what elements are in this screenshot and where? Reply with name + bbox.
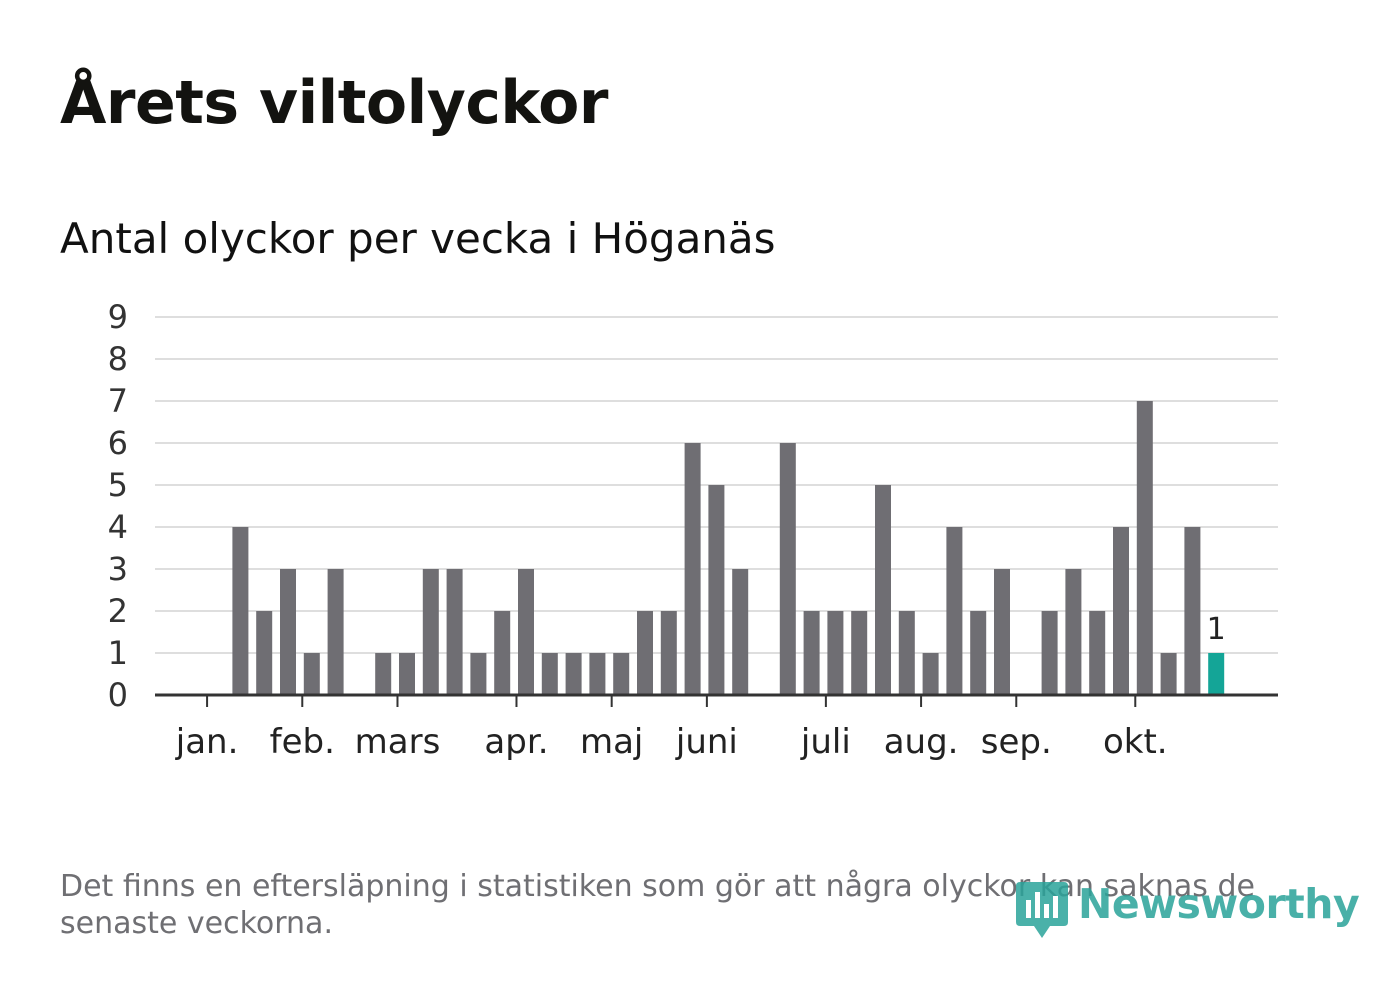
x-axis-ticks: jan. feb. mars apr. maj juni juli aug. sep. okt. [175, 695, 1168, 762]
bar-highlight [1208, 653, 1225, 695]
x-tick-label: sep. [981, 722, 1052, 762]
bars [232, 401, 1225, 695]
bar [684, 443, 701, 695]
x-tick-label: aug. [884, 722, 959, 762]
bar [422, 569, 439, 695]
bar [518, 569, 534, 695]
x-tick-label: apr. [484, 722, 548, 762]
bar [970, 611, 987, 695]
bar [1113, 527, 1129, 695]
bar [732, 569, 749, 695]
y-tick-label: 5 [108, 466, 128, 504]
x-tick-label: okt. [1103, 722, 1168, 762]
brand-name: Newsworthy [1078, 880, 1360, 928]
y-tick-label: 9 [108, 298, 128, 336]
y-tick-label: 4 [108, 508, 128, 546]
bar [613, 653, 630, 695]
bar [827, 611, 844, 695]
bar [708, 485, 725, 695]
bar [565, 653, 582, 695]
bar [256, 611, 273, 695]
bar [1089, 611, 1106, 695]
bar [1184, 527, 1201, 695]
bar [1065, 569, 1082, 695]
bar [922, 653, 939, 695]
x-tick-label: feb. [270, 722, 335, 762]
bar [875, 485, 891, 695]
x-tick-label: maj [580, 722, 643, 762]
bar [994, 569, 1010, 695]
bar [898, 611, 915, 695]
bar [1136, 401, 1153, 695]
bar [303, 653, 320, 695]
x-tick-label: juni [675, 722, 738, 762]
chart-title: Årets viltolyckor [60, 68, 609, 138]
bar-chart: 0 1 2 3 4 5 6 7 8 9 jan. feb. mars apr. maj juni juli au… [108, 298, 1278, 762]
bar [946, 527, 963, 695]
newsworthy-logo-icon [1016, 882, 1068, 938]
bar [589, 653, 606, 695]
y-tick-label: 2 [108, 592, 128, 630]
bar [779, 443, 796, 695]
bar [1041, 611, 1058, 695]
bar [803, 611, 820, 695]
x-tick-label: mars [355, 722, 441, 762]
bar [637, 611, 653, 695]
bar [1160, 653, 1177, 695]
data-label: 1 [1207, 612, 1226, 647]
y-axis-ticks: 0 1 2 3 4 5 6 7 8 9 [108, 298, 128, 714]
bar [280, 569, 296, 695]
bar [470, 653, 487, 695]
bar [660, 611, 677, 695]
y-tick-label: 7 [108, 382, 128, 420]
y-tick-label: 3 [108, 550, 128, 588]
bar [494, 611, 511, 695]
bar [446, 569, 463, 695]
y-tick-label: 6 [108, 424, 128, 462]
bar [375, 653, 392, 695]
x-tick-label: jan. [175, 722, 239, 762]
x-tick-label: juli [800, 722, 851, 762]
bar [327, 569, 344, 695]
y-tick-label: 8 [108, 340, 128, 378]
y-tick-label: 1 [108, 634, 128, 672]
bar [232, 527, 249, 695]
bar [399, 653, 415, 695]
y-tick-label: 0 [108, 676, 128, 714]
data-labels: 1 [1207, 612, 1226, 647]
bar [541, 653, 558, 695]
brand-logo: Newsworthy [1012, 878, 1360, 944]
bar [851, 611, 868, 695]
chart-subtitle: Antal olyckor per vecka i Höganäs [60, 214, 776, 263]
